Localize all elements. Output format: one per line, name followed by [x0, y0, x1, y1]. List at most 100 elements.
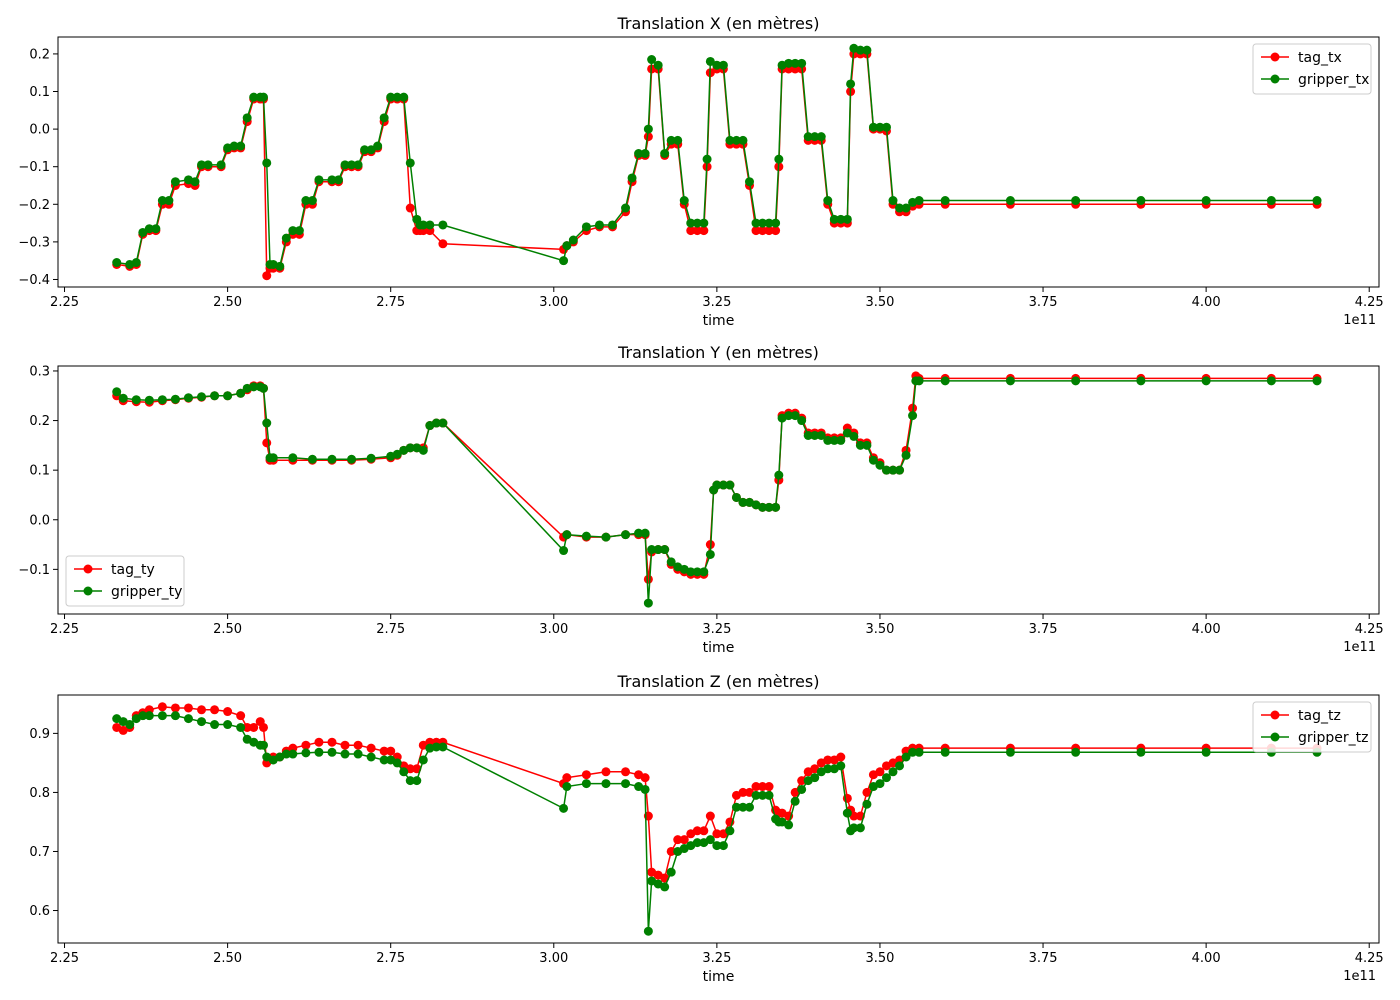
- data-point-tag_tz: [242, 722, 252, 732]
- data-point-gripper_tz: [705, 835, 715, 845]
- data-point-gripper_tx: [112, 258, 122, 268]
- legend-swatch-marker: [1270, 710, 1280, 720]
- y-tick-label: −0.4: [18, 273, 50, 288]
- data-point-gripper_tx: [627, 173, 637, 183]
- data-point-tag_tz: [366, 743, 376, 753]
- data-point-gripper_tz: [125, 720, 135, 730]
- data-point-gripper_ty: [288, 453, 298, 463]
- data-point-gripper_tx: [1266, 196, 1276, 206]
- data-point-gripper_tx: [901, 203, 911, 213]
- data-point-gripper_ty: [347, 454, 357, 464]
- chart-title: Translation X (en mètres): [617, 14, 820, 33]
- series-gripper_tz: [112, 711, 1322, 936]
- data-point-gripper_ty: [705, 549, 715, 559]
- data-point-gripper_tx: [914, 196, 924, 206]
- data-point-gripper_tx: [203, 160, 213, 170]
- data-point-gripper_tx: [634, 149, 644, 159]
- data-point-gripper_tz: [712, 841, 722, 851]
- data-point-gripper_ty: [914, 376, 924, 386]
- data-point-gripper_tx: [581, 222, 591, 232]
- x-offset-label: 1e11: [1343, 640, 1376, 655]
- data-point-tag_tx: [751, 226, 761, 236]
- data-point-gripper_tz: [660, 882, 670, 892]
- data-point-gripper_ty: [790, 411, 800, 421]
- data-point-gripper_ty: [875, 460, 885, 470]
- data-point-gripper_tz: [581, 779, 591, 789]
- legend-swatch-marker: [83, 564, 93, 574]
- data-point-gripper_tx: [764, 218, 774, 228]
- x-tick-label: 4.25: [1355, 295, 1384, 310]
- data-point-tag_tz: [738, 787, 748, 797]
- data-point-gripper_tx: [392, 92, 402, 102]
- x-tick-label: 2.25: [50, 951, 79, 966]
- data-point-gripper_ty: [803, 430, 813, 440]
- data-point-gripper_tx: [758, 218, 768, 228]
- chart-title: Translation Z (en mètres): [617, 672, 820, 691]
- data-point-tag_tx: [764, 226, 774, 236]
- data-point-gripper_tx: [216, 160, 226, 170]
- data-point-gripper_tz: [725, 826, 735, 836]
- legend-label: tag_tx: [1298, 50, 1342, 66]
- data-point-gripper_tx: [164, 196, 174, 206]
- data-point-tag_tz: [705, 811, 715, 821]
- data-point-gripper_tz: [849, 823, 859, 833]
- data-point-gripper_tz: [210, 720, 220, 730]
- data-point-gripper_ty: [405, 443, 415, 453]
- data-point-gripper_tz: [784, 820, 794, 830]
- data-point-tag_tz: [751, 782, 761, 792]
- data-point-gripper_tz: [731, 802, 741, 812]
- data-point-tag_tz: [379, 746, 389, 756]
- data-point-gripper_tx: [366, 145, 376, 155]
- data-point-gripper_tz: [170, 711, 180, 721]
- data-point-gripper_tz: [418, 755, 428, 765]
- data-point-gripper_tx: [868, 122, 878, 132]
- data-point-gripper_tx: [151, 224, 161, 234]
- data-point-gripper_tz: [823, 764, 833, 774]
- data-point-gripper_tz: [559, 803, 569, 813]
- data-point-gripper_ty: [157, 395, 167, 405]
- data-point-gripper_tx: [386, 92, 396, 102]
- data-point-gripper_ty: [223, 391, 233, 401]
- data-point-tag_tz: [386, 746, 396, 756]
- data-point-gripper_tx: [262, 158, 272, 168]
- y-tick-label: −0.1: [18, 563, 50, 578]
- data-point-gripper_tz: [901, 752, 911, 762]
- data-point-gripper_tx: [647, 55, 657, 65]
- data-point-gripper_ty: [855, 440, 865, 450]
- data-point-gripper_tx: [559, 256, 569, 266]
- data-point-gripper_tz: [1071, 747, 1081, 757]
- data-point-gripper_tx: [353, 160, 363, 170]
- data-point-gripper_tx: [399, 92, 409, 102]
- data-point-tag_tx: [686, 226, 696, 236]
- data-point-gripper_tz: [790, 796, 800, 806]
- data-point-gripper_tx: [718, 60, 728, 70]
- legend-label: gripper_ty: [111, 584, 182, 600]
- data-point-gripper_tz: [431, 742, 441, 752]
- data-point-gripper_tx: [640, 149, 650, 159]
- data-point-gripper_ty: [118, 393, 128, 403]
- data-point-gripper_ty: [738, 497, 748, 507]
- data-point-tag_tz: [640, 773, 650, 783]
- data-point-gripper_tx: [846, 79, 856, 89]
- data-point-gripper_ty: [653, 545, 663, 555]
- data-point-tag_tz: [249, 722, 259, 732]
- data-point-gripper_ty: [712, 480, 722, 490]
- data-point-gripper_tz: [914, 747, 924, 757]
- data-point-gripper_tx: [875, 122, 885, 132]
- data-point-gripper_tz: [412, 776, 422, 786]
- data-point-gripper_tx: [334, 175, 344, 185]
- data-point-gripper_tz: [399, 767, 409, 777]
- data-point-tag_tz: [621, 767, 631, 777]
- data-point-gripper_tx: [281, 233, 291, 243]
- data-point-tag_tz: [210, 705, 220, 715]
- data-point-tag_tz: [692, 826, 702, 836]
- x-tick-label: 3.25: [702, 622, 731, 637]
- data-point-tag_tz: [301, 740, 311, 750]
- data-point-gripper_tx: [379, 113, 389, 123]
- data-point-gripper_tx: [643, 124, 653, 134]
- data-point-gripper_ty: [774, 470, 784, 480]
- data-point-gripper_tx: [594, 220, 604, 230]
- data-point-gripper_tz: [281, 749, 291, 759]
- data-point-gripper_tx: [816, 132, 826, 142]
- data-point-gripper_ty: [686, 567, 696, 577]
